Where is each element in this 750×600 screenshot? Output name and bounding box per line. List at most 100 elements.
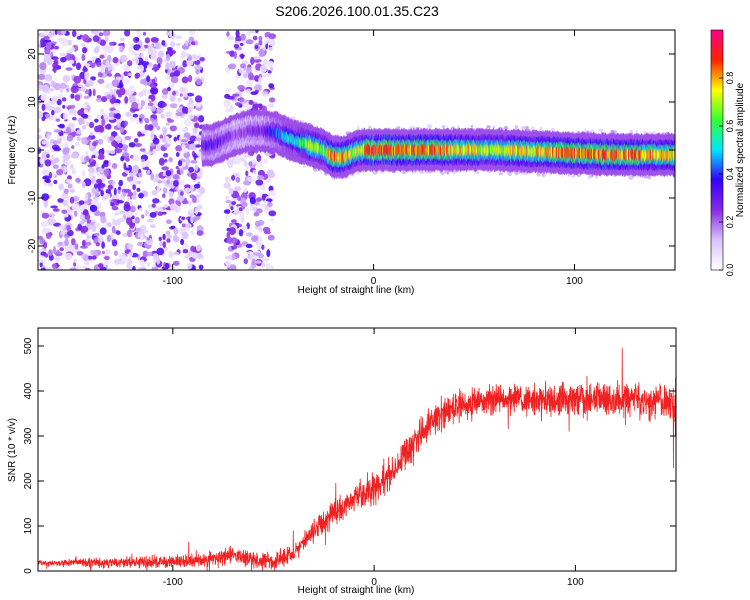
spectrogram-cell <box>191 252 198 259</box>
spectrogram-cell <box>157 211 164 216</box>
spectrogram-cell <box>46 133 51 141</box>
spectrogram-cell <box>38 259 46 263</box>
spectrogram-cell <box>129 222 135 229</box>
spectrogram-cell <box>181 200 189 205</box>
spectrogram-cell <box>155 42 162 50</box>
spectrogram-cell <box>270 66 274 72</box>
spectrogram-cell <box>150 173 155 181</box>
spectrogram-cell <box>144 37 150 44</box>
spectrogram-cell <box>123 162 127 170</box>
spectrogram-cell <box>85 267 91 270</box>
spectrogram-cell <box>106 73 113 77</box>
spectrogram-cell <box>182 106 187 114</box>
spectrogram-cell <box>97 78 105 84</box>
spectrogram-cell <box>115 76 122 80</box>
spectrogram-cell <box>38 73 46 80</box>
spectrogram-cell <box>123 71 129 77</box>
spectrogram-cell <box>647 176 652 180</box>
spectrogram-ridge-cell <box>672 148 675 161</box>
spectrogram-cell <box>229 237 238 244</box>
spectrogram-cell <box>248 161 253 167</box>
spectrogram-cell <box>120 37 125 42</box>
spectrogram-cell <box>148 62 153 68</box>
spectrogram-cell <box>91 225 97 233</box>
spectrogram-cell <box>224 259 232 266</box>
spectrogram-cell <box>43 199 49 208</box>
spectrogram-x-ticks: -100 0 100 <box>163 30 583 287</box>
spectrogram-cell <box>54 254 61 262</box>
spectrogram-cell <box>189 135 197 142</box>
spectrogram-cell <box>162 102 167 108</box>
spectrogram-cell <box>63 188 69 194</box>
spectrogram-cell <box>238 96 244 103</box>
spectrogram-cell <box>64 84 69 88</box>
spectrogram-cell <box>156 107 163 115</box>
spectrogram-cell <box>105 188 112 194</box>
spectrogram-x-tick-label: 100 <box>566 276 583 287</box>
spectrogram-cell <box>162 193 166 198</box>
spectrogram-cell <box>168 250 174 259</box>
spectrogram-cell <box>76 129 82 135</box>
spectrogram-cell <box>152 137 160 145</box>
spectrogram-cell <box>77 223 82 230</box>
spectrogram-cell <box>82 34 89 42</box>
spectrogram-cell <box>89 145 96 152</box>
spectrogram-cell <box>189 208 194 214</box>
snr-x-axis-label: Height of straight line (km) <box>298 585 415 596</box>
spectrogram-cell <box>132 164 140 173</box>
spectrogram-cell <box>100 189 104 197</box>
spectrogram-cell <box>38 111 44 119</box>
spectrogram-cell <box>66 224 71 232</box>
spectrogram-cell <box>166 234 172 240</box>
spectrogram-cell <box>64 252 73 259</box>
spectrogram-cell <box>45 105 54 111</box>
spectrogram-cell <box>187 106 192 114</box>
spectrogram-cell <box>111 79 120 87</box>
spectrogram-cell <box>243 154 251 158</box>
spectrogram-cell <box>83 200 91 204</box>
spectrogram-cell <box>90 76 96 81</box>
spectrogram-cell <box>60 82 67 90</box>
spectrogram-cell <box>256 197 262 202</box>
spectrogram-cell <box>146 218 155 223</box>
spectrogram-cell <box>190 215 194 224</box>
spectrogram-cell <box>195 194 202 198</box>
spectrogram-cell <box>112 57 119 64</box>
spectrogram-cell <box>232 93 240 97</box>
spectrogram-cell <box>169 60 176 68</box>
spectrogram-cell <box>237 84 246 91</box>
spectrogram-cell <box>177 97 182 102</box>
spectrogram-cell <box>192 216 198 222</box>
spectrogram-cell <box>261 262 266 268</box>
spectrogram-cell <box>173 227 179 235</box>
spectrogram-cell <box>441 125 445 128</box>
spectrogram-cell <box>52 140 58 145</box>
colorbar-ticks: 0.0 0.2 0.4 0.6 0.8 <box>719 72 735 276</box>
spectrogram-cell <box>72 167 76 176</box>
spectrogram-cell <box>168 83 175 88</box>
spectrogram-cell <box>198 115 205 123</box>
spectrogram-cell <box>40 38 46 45</box>
spectrogram-cell <box>234 209 238 214</box>
spectrogram-cell <box>231 174 236 181</box>
spectrogram-cell <box>162 130 167 137</box>
spectrogram-cell <box>161 94 168 100</box>
spectrogram-cell <box>150 133 154 138</box>
spectrogram-cell <box>181 216 186 220</box>
spectrogram-cell <box>52 164 59 169</box>
spectrogram-cell <box>98 138 104 145</box>
spectrogram-cell <box>231 219 237 223</box>
spectrogram-cell <box>42 84 50 93</box>
spectrogram-cell <box>97 263 104 269</box>
spectrogram-cell <box>144 98 152 102</box>
spectrogram-cell <box>65 126 71 135</box>
spectrogram-cell <box>188 166 195 173</box>
spectrogram-cell <box>136 187 141 192</box>
spectrogram-cell <box>184 187 191 194</box>
spectrogram-cell <box>163 204 169 209</box>
spectrogram-cell <box>176 195 185 203</box>
spectrogram-cell <box>231 253 236 261</box>
spectrogram-cell <box>225 67 230 73</box>
spectrogram-cell <box>152 264 156 268</box>
